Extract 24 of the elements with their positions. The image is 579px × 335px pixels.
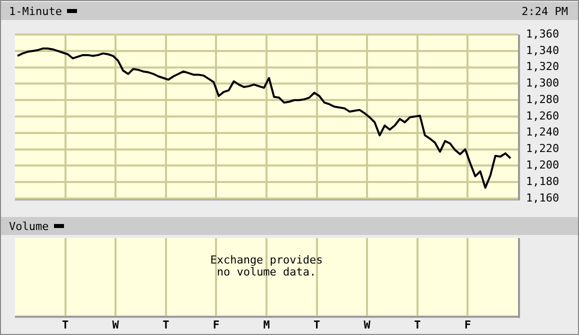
y-tick-label: 1,200	[526, 158, 560, 172]
category-label: M	[263, 318, 270, 332]
category-label: W	[112, 318, 120, 332]
y-tick-label: 1,300	[526, 76, 560, 90]
y-tick-label: 1,360	[526, 27, 560, 40]
y-tick-label: 1,240	[526, 126, 560, 139]
category-label: W	[364, 318, 371, 332]
text: 2:24 PM	[522, 4, 568, 18]
y-tick-label: 1,160	[526, 191, 560, 204]
y-tick-label: 1,320	[526, 60, 560, 74]
text: Volume	[9, 220, 49, 232]
y-tick-label: 1,220	[526, 142, 560, 156]
y-tick-label: 1,340	[526, 44, 560, 57]
category-label: T	[62, 318, 69, 332]
category-label: T	[414, 318, 422, 332]
category-label: F	[212, 318, 220, 332]
category-label: F	[464, 318, 472, 332]
category-label: T	[162, 318, 170, 332]
chart-title: 1-Minute	[9, 4, 62, 18]
text: Exchange provides no volume data.	[210, 253, 323, 278]
category-label: T	[313, 318, 320, 332]
y-tick-label: 1,180	[526, 174, 560, 188]
y-tick-label: 1,280	[526, 92, 560, 106]
y-tick-label: 1,260	[526, 109, 560, 122]
